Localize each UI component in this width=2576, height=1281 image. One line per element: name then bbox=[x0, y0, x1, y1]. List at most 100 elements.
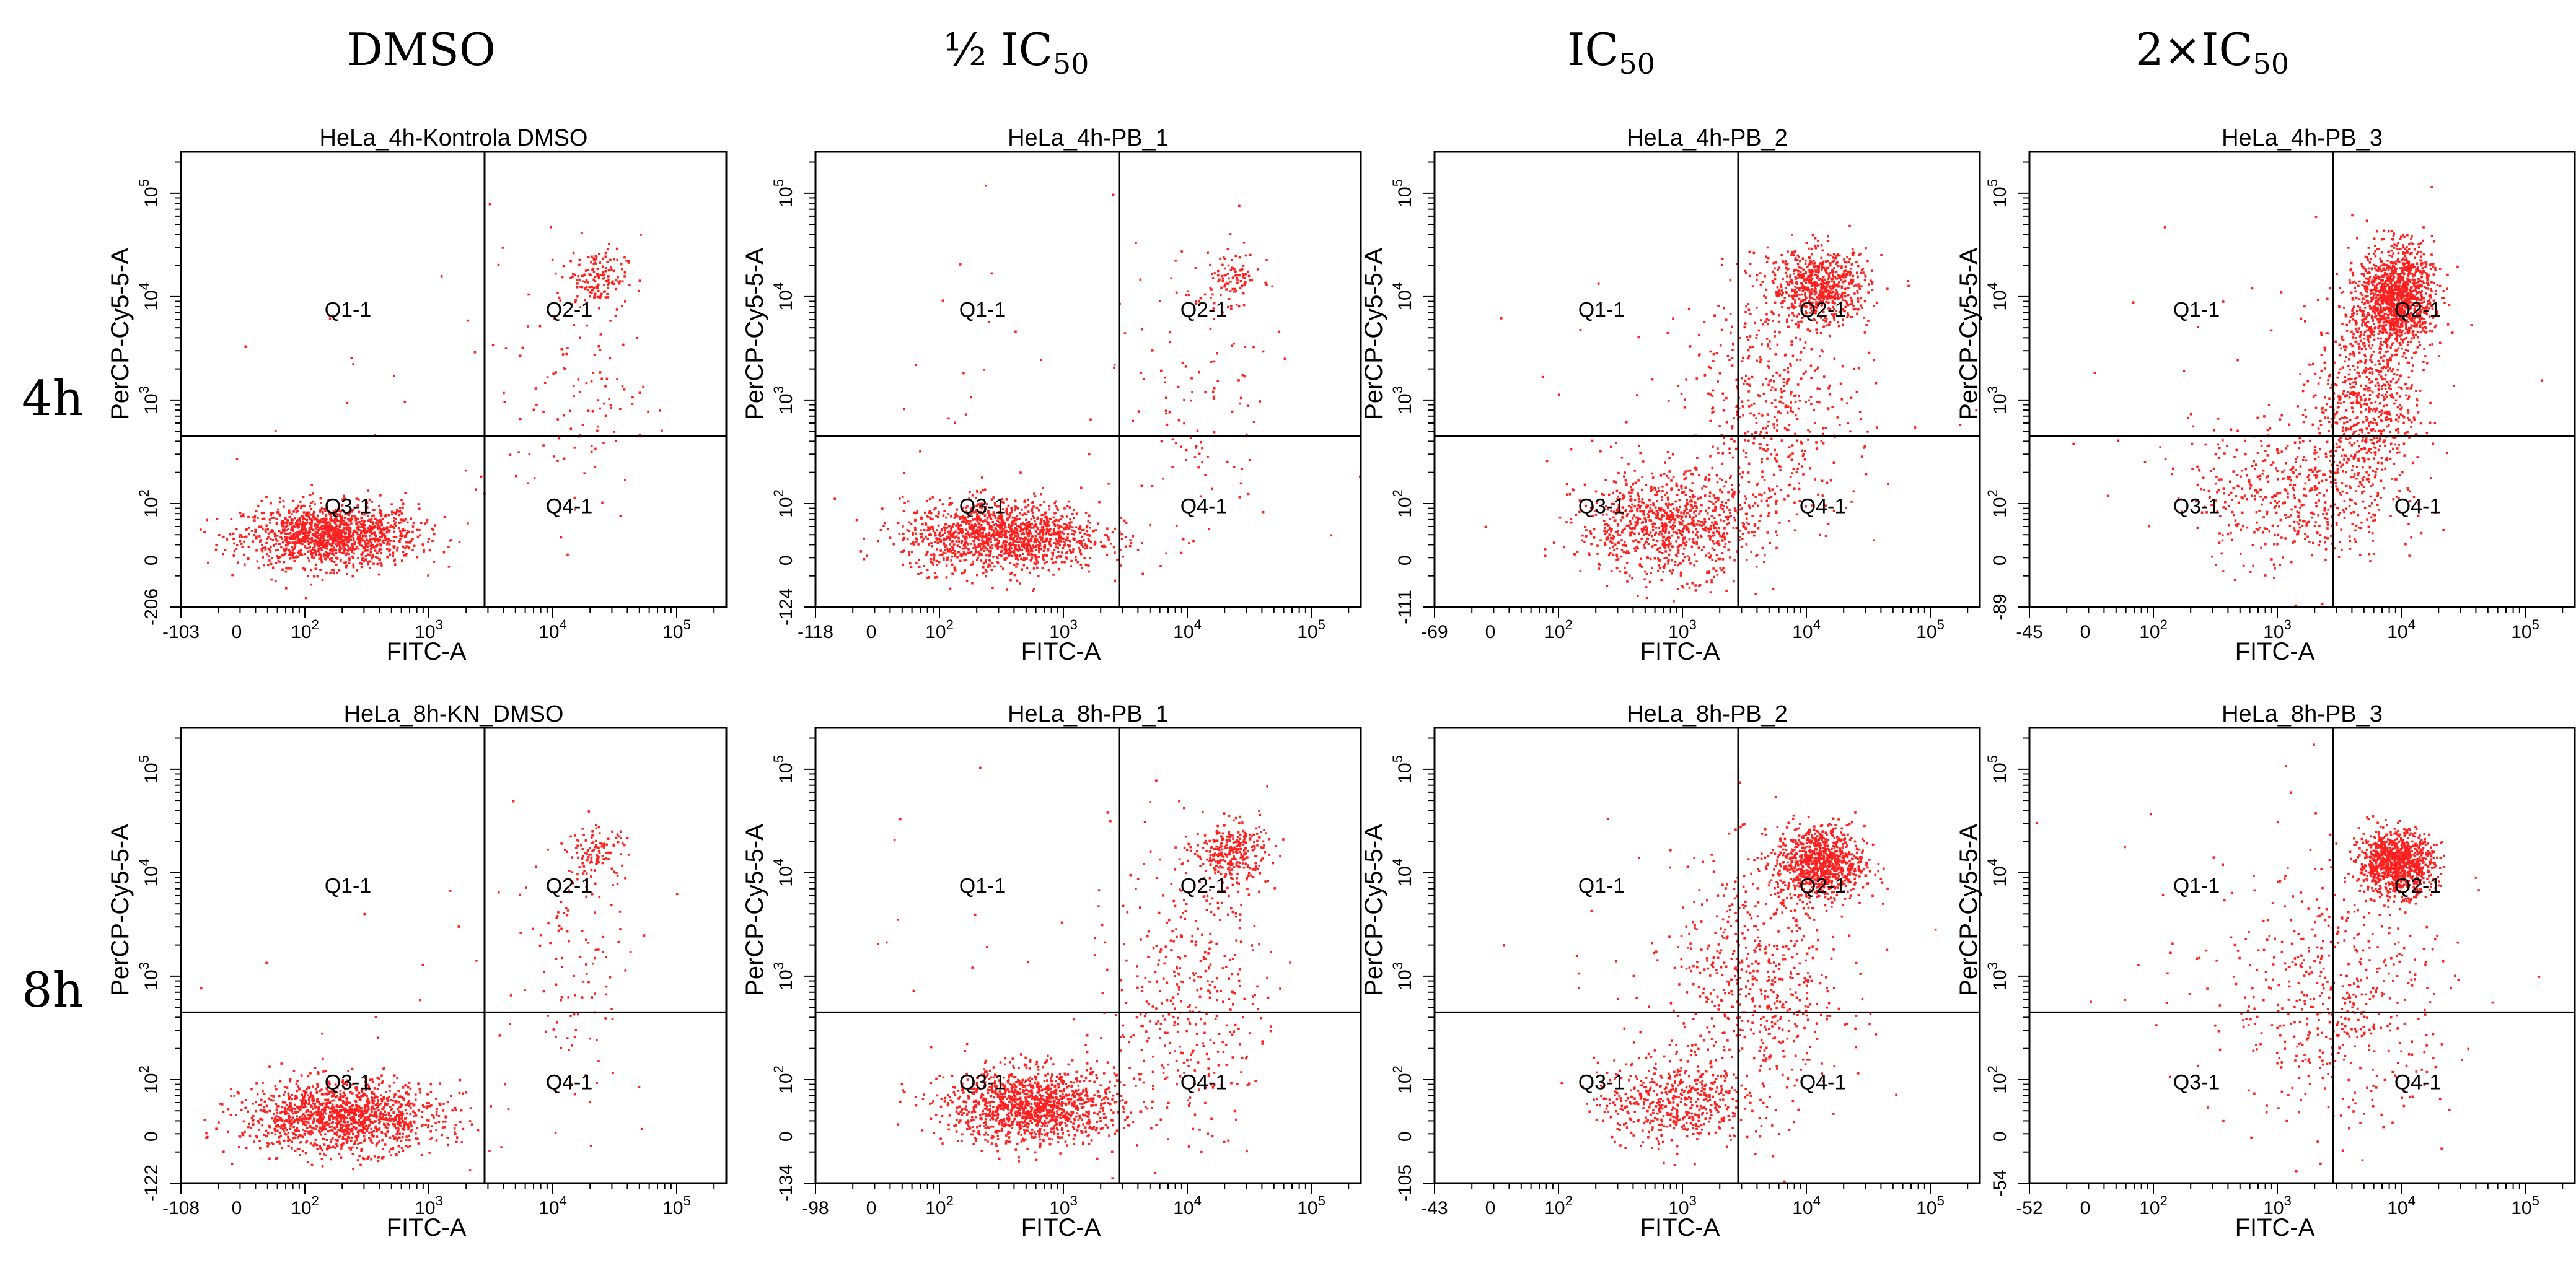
data-point bbox=[1068, 522, 1071, 525]
data-point bbox=[1661, 496, 1663, 499]
data-point bbox=[1238, 256, 1241, 259]
data-point bbox=[1721, 507, 1724, 510]
data-point bbox=[1022, 546, 1025, 548]
data-point bbox=[1677, 536, 1680, 539]
data-point bbox=[240, 535, 244, 538]
data-point bbox=[1661, 539, 1664, 542]
data-point bbox=[1838, 310, 1841, 313]
data-point bbox=[1005, 498, 1008, 501]
y-min-label: -124 bbox=[776, 588, 796, 626]
data-point bbox=[1664, 563, 1666, 566]
data-point bbox=[338, 513, 341, 516]
data-point bbox=[987, 321, 990, 323]
data-point bbox=[958, 525, 961, 527]
data-point bbox=[560, 536, 563, 539]
data-point bbox=[405, 553, 408, 555]
data-point bbox=[1094, 540, 1096, 543]
data-point bbox=[995, 544, 998, 547]
data-point bbox=[1128, 544, 1132, 548]
data-point bbox=[291, 536, 294, 538]
data-point bbox=[1856, 291, 1859, 294]
data-point bbox=[334, 518, 337, 522]
data-point bbox=[335, 516, 338, 519]
data-point bbox=[351, 515, 354, 518]
data-point bbox=[569, 427, 573, 430]
data-point bbox=[308, 515, 310, 518]
data-point bbox=[343, 494, 345, 497]
data-point bbox=[1672, 569, 1674, 572]
data-point bbox=[333, 561, 336, 563]
data-point bbox=[1826, 298, 1829, 300]
data-point bbox=[1113, 363, 1116, 366]
data-point bbox=[926, 576, 929, 579]
data-point bbox=[1707, 500, 1710, 502]
data-point bbox=[924, 522, 927, 525]
data-point bbox=[1651, 472, 1653, 475]
data-point bbox=[351, 509, 354, 512]
data-point bbox=[1871, 269, 1873, 272]
data-point bbox=[587, 409, 590, 412]
data-point bbox=[274, 430, 277, 432]
data-point bbox=[336, 536, 340, 539]
data-point bbox=[1045, 524, 1048, 527]
data-point bbox=[306, 535, 309, 538]
data-point bbox=[1027, 526, 1029, 529]
data-point bbox=[1087, 538, 1090, 540]
data-point bbox=[369, 548, 372, 551]
data-point bbox=[382, 533, 385, 536]
data-point bbox=[992, 533, 995, 536]
data-point bbox=[999, 527, 1001, 530]
data-point bbox=[970, 396, 972, 399]
data-point bbox=[327, 539, 330, 541]
data-point bbox=[992, 496, 995, 499]
data-point bbox=[375, 551, 378, 554]
data-point bbox=[1625, 552, 1627, 555]
data-point bbox=[1778, 294, 1780, 297]
data-point bbox=[1588, 552, 1590, 554]
data-point bbox=[336, 571, 338, 574]
data-point bbox=[1204, 391, 1207, 394]
data-point bbox=[985, 541, 988, 543]
data-point bbox=[1043, 501, 1045, 504]
data-point bbox=[1852, 308, 1855, 311]
data-point bbox=[349, 518, 351, 521]
data-point bbox=[1712, 531, 1715, 534]
data-point bbox=[1763, 561, 1765, 564]
data-point bbox=[1802, 268, 1805, 271]
data-point bbox=[1009, 514, 1011, 517]
data-point bbox=[333, 519, 336, 522]
data-point bbox=[304, 553, 307, 556]
data-point bbox=[394, 524, 397, 527]
data-point bbox=[1712, 509, 1715, 512]
data-point bbox=[1609, 540, 1612, 543]
data-point bbox=[553, 455, 555, 458]
data-point bbox=[617, 276, 619, 279]
data-point bbox=[901, 496, 904, 498]
data-point bbox=[1796, 263, 1800, 266]
data-point bbox=[402, 506, 404, 509]
data-point bbox=[1116, 559, 1119, 561]
data-point bbox=[1824, 295, 1826, 298]
data-point bbox=[978, 525, 981, 528]
data-point bbox=[1007, 504, 1010, 507]
data-point bbox=[319, 533, 321, 536]
data-point bbox=[269, 538, 272, 540]
data-point bbox=[583, 273, 586, 276]
data-point bbox=[1625, 482, 1628, 485]
data-point bbox=[1666, 496, 1669, 499]
data-point bbox=[291, 528, 294, 530]
data-point bbox=[1767, 256, 1770, 260]
data-point bbox=[572, 273, 574, 276]
data-point bbox=[961, 531, 964, 535]
x-axis-label: FITC-A bbox=[387, 638, 467, 665]
data-point bbox=[1721, 558, 1725, 561]
data-point bbox=[320, 502, 322, 504]
data-point bbox=[349, 533, 351, 536]
data-point bbox=[897, 522, 900, 525]
data-point bbox=[319, 541, 322, 543]
data-point bbox=[473, 351, 477, 354]
data-point bbox=[1213, 318, 1215, 320]
data-point bbox=[573, 324, 576, 326]
data-point bbox=[1617, 495, 1619, 498]
data-point bbox=[930, 512, 933, 515]
